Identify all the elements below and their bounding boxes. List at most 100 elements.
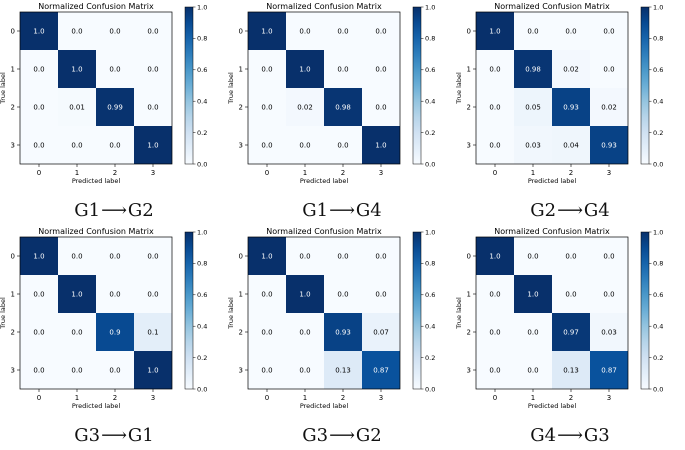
heatmap-cell [362,237,400,275]
cell-value-label: 1.0 [375,142,386,150]
cell-value-label: 0.0 [489,291,500,299]
cell-value-label: 0.0 [603,253,614,261]
y-axis-label: True label [456,72,463,105]
heatmap-cell [590,12,628,50]
cell-value-label: 0.93 [601,142,617,150]
heatmap-cell [476,50,514,88]
cell-value-label: 0.0 [147,253,158,261]
y-tick-label: 1 [11,291,15,299]
colorbar-tick-label: 1.0 [425,228,435,236]
cell-value-label: 0.0 [261,142,272,150]
x-axis-label: Predicted label [528,177,576,185]
cell-value-label: 0.0 [299,367,310,375]
heatmap-cell [552,275,590,313]
y-tick-label: 0 [239,253,243,261]
x-tick-label: 3 [607,394,611,402]
heatmap-cell [20,351,58,389]
cell-value-label: 0.9 [109,329,120,337]
heatmap-cell [362,12,400,50]
heatmap-cell [248,351,286,389]
heatmap-cell [286,126,324,164]
chart-svg: Normalized Confusion Matrix 1.0 0.0 0.0 0.0 0… [228,2,435,185]
cell-value-label: 1.0 [147,367,158,375]
cell-value-label: 0.0 [71,253,82,261]
caption-from: G3 [74,425,101,446]
cell-value-label: 0.0 [299,253,310,261]
heatmap-cell [324,88,362,126]
cell-value-label: 0.02 [601,104,617,112]
cell-value-label: 0.87 [601,367,617,375]
y-tick-label: 3 [11,142,15,150]
cell-value-label: 0.0 [375,28,386,36]
heatmap-cell [286,12,324,50]
chart-title: Normalized Confusion Matrix [38,227,154,236]
x-tick-label: 2 [569,169,573,177]
cell-value-label: 0.0 [375,66,386,74]
x-tick-label: 1 [303,169,307,177]
colorbar-tick-label: 1.0 [197,228,207,236]
y-tick-label: 3 [239,367,243,375]
cell-value-label: 0.0 [71,367,82,375]
colorbar [184,231,194,390]
cell-value-label: 0.0 [603,291,614,299]
cell-value-label: 0.0 [109,66,120,74]
colorbar [640,6,650,165]
x-tick-label: 3 [607,169,611,177]
heatmap-cell [58,50,96,88]
heatmap-cell [552,50,590,88]
chart-title: Normalized Confusion Matrix [494,2,610,11]
heatmap-cell [248,88,286,126]
arrow-icon: ⟶ [101,200,127,221]
heatmap-cell [248,237,286,275]
arrow-icon: ⟶ [329,200,355,221]
heatmap-cell [134,126,172,164]
heatmap-cell [286,351,324,389]
arrow-icon: ⟶ [557,200,583,221]
cell-value-label: 1.0 [147,142,158,150]
cell-value-label: 0.0 [33,104,44,112]
heatmap-cell [96,126,134,164]
panel-g4-g3: Normalized Confusion Matrix 1.0 0.0 0.0 0.0 0… [456,225,684,450]
colorbar-tick-label: 0.8 [197,35,207,43]
plot-frame [475,11,629,165]
cell-value-label: 0.0 [375,253,386,261]
y-tick-label: 0 [467,253,471,261]
colorbar-tick-label: 0.0 [197,160,207,168]
heatmap-cell [20,50,58,88]
cell-value-label: 0.02 [297,104,313,112]
colorbar-tick-label: 0.0 [425,385,435,393]
cell-value-label: 0.0 [261,291,272,299]
y-axis-label: True label [0,72,7,105]
heatmap-cell [362,313,400,351]
cell-value-label: 0.0 [147,104,158,112]
heatmap-cell [96,237,134,275]
cell-value-label: 0.0 [565,253,576,261]
heatmap-cell [476,237,514,275]
y-tick-label: 3 [467,142,471,150]
colorbar-tick-label: 1.0 [653,3,663,11]
heatmap-cell [286,313,324,351]
heatmap-cell [248,275,286,313]
cell-value-label: 0.0 [527,28,538,36]
plot-frame [247,11,401,165]
colorbar-tick-label: 0.2 [653,129,663,137]
cell-value-label: 0.93 [563,104,579,112]
cell-value-label: 0.97 [563,329,579,337]
cell-value-label: 0.0 [109,367,120,375]
colorbar-tick-label: 0.6 [653,291,663,299]
x-tick-label: 1 [531,169,535,177]
heatmap-cell [476,313,514,351]
cell-value-label: 0.0 [33,367,44,375]
arrow-icon: ⟶ [557,425,583,446]
plot-frame [19,11,173,165]
y-tick-label: 2 [467,329,471,337]
chart-svg: Normalized Confusion Matrix 1.0 0.0 0.0 0.0 0… [456,227,663,410]
y-tick-label: 2 [467,104,471,112]
x-axis-label: Predicted label [72,177,120,185]
cell-value-label: 0.0 [71,142,82,150]
cell-value-label: 1.0 [527,291,538,299]
chart-title: Normalized Confusion Matrix [494,227,610,236]
caption-to: G1 [127,425,154,446]
heatmap-cell [134,12,172,50]
